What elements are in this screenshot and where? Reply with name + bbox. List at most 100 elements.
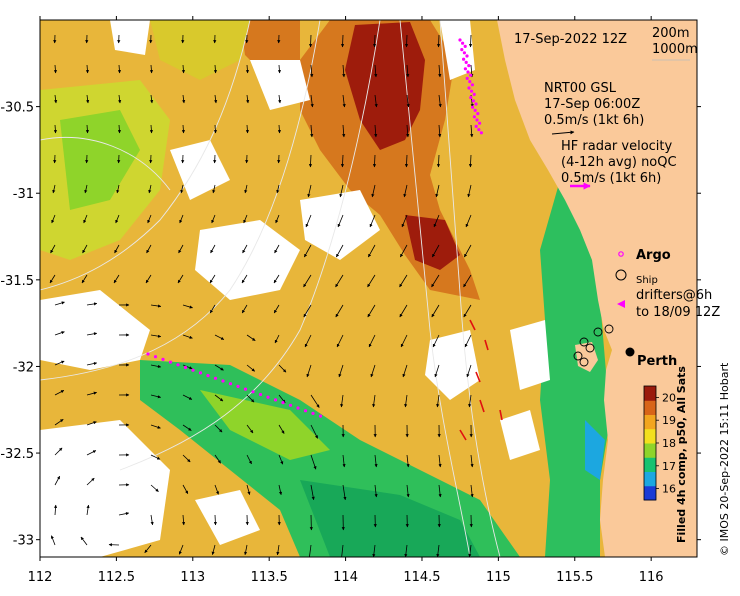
argo-point xyxy=(259,393,262,396)
argo-point xyxy=(161,358,164,361)
y-tick-label: -31 xyxy=(13,187,34,202)
argo-point xyxy=(473,93,476,96)
x-tick-label: 112.5 xyxy=(98,570,135,585)
current-arrow xyxy=(310,35,311,47)
current-arrow xyxy=(406,35,407,47)
place-label-perth: Perth xyxy=(637,354,677,369)
argo-point xyxy=(475,118,478,121)
argo-point xyxy=(477,128,480,131)
argo-point xyxy=(464,45,467,48)
argo-point xyxy=(463,51,466,54)
argo-point xyxy=(462,58,465,61)
credit-text: © IMOS 20-Sep-2022 15:11 Hobart xyxy=(718,362,731,556)
model-label-line2: 17-Sep 06:00Z xyxy=(544,97,640,112)
colorbar-segment xyxy=(644,457,656,472)
argo-point xyxy=(466,77,469,80)
y-tick-label: -32 xyxy=(13,360,34,375)
argo-point xyxy=(474,109,477,112)
radar-label-line1: HF radar velocity xyxy=(561,139,673,154)
model-label-line3: 0.5m/s (1kt 6h) xyxy=(544,113,644,128)
y-tick-label: -33 xyxy=(13,534,34,549)
ship-legend-label: Ship xyxy=(636,275,658,286)
argo-point xyxy=(214,377,217,380)
argo-point xyxy=(199,371,202,374)
argo-point xyxy=(304,409,307,412)
x-tick-label: 115.5 xyxy=(556,570,593,585)
argo-point xyxy=(461,42,464,45)
map-title: 17-Sep-2022 12Z xyxy=(514,32,627,47)
colorbar-tick-label: 17 xyxy=(662,460,676,473)
argo-point xyxy=(480,131,483,134)
colorbar-tick-label: 16 xyxy=(662,483,676,496)
argo-point xyxy=(471,83,474,86)
argo-point xyxy=(244,388,247,391)
colorbar-tick-label: 19 xyxy=(662,414,676,427)
x-tick-label: 115 xyxy=(486,570,511,585)
current-arrow xyxy=(374,35,375,47)
argo-point xyxy=(465,61,468,64)
argo-point xyxy=(464,67,467,70)
current-arrow xyxy=(438,35,439,47)
argo-point xyxy=(471,106,474,109)
argo-point xyxy=(458,38,461,41)
colorbar-segment xyxy=(644,443,656,458)
argo-point xyxy=(466,70,469,73)
argo-point xyxy=(274,398,277,401)
argo-point xyxy=(221,379,224,382)
contour-label-200m: 200m xyxy=(652,26,689,41)
radar-label-line3: 0.5m/s (1kt 6h) xyxy=(561,171,661,186)
argo-point xyxy=(474,102,477,105)
y-tick-label: -30.5 xyxy=(0,101,34,116)
radar-label-line2: (4-12h avg) noQC xyxy=(561,155,677,170)
colorbar-segment xyxy=(644,415,656,430)
argo-point xyxy=(311,412,314,415)
drifters-label-line2: to 18/09 12Z xyxy=(636,305,720,320)
argo-point xyxy=(184,366,187,369)
perth-marker xyxy=(626,348,635,357)
colorbar-segment xyxy=(644,472,656,487)
argo-point xyxy=(154,355,157,358)
colorbar-segment xyxy=(644,400,656,415)
argo-point xyxy=(281,401,284,404)
colorbar-segment xyxy=(644,429,656,444)
argo-point xyxy=(469,96,472,99)
colorbar-tick-label: 20 xyxy=(662,391,676,404)
x-tick-label: 112 xyxy=(28,570,53,585)
argo-point xyxy=(206,374,209,377)
argo-point xyxy=(191,369,194,372)
argo-point xyxy=(266,396,269,399)
colorbar-segment xyxy=(644,386,656,401)
argo-point xyxy=(470,90,473,93)
argo-point xyxy=(468,80,471,83)
current-arrow xyxy=(215,515,216,525)
x-tick-label: 114 xyxy=(333,570,358,585)
colorbar-label: Filled 4h comp, p50, All Sats xyxy=(675,366,688,543)
argo-point xyxy=(319,415,322,418)
argo-point xyxy=(475,125,478,128)
argo-point xyxy=(478,122,481,125)
argo-point xyxy=(469,74,472,77)
argo-point xyxy=(169,361,172,364)
argo-point xyxy=(251,390,254,393)
argo-point xyxy=(146,352,149,355)
model-label-line1: NRT00 GSL xyxy=(544,81,617,96)
argo-point xyxy=(472,99,475,102)
x-tick-label: 113 xyxy=(180,570,205,585)
y-tick-label: -31.5 xyxy=(0,274,34,289)
argo-point xyxy=(467,64,470,67)
drifters-label-line1: drifters@6h xyxy=(636,288,712,303)
colorbar-segment xyxy=(644,486,656,501)
argo-point xyxy=(296,406,299,409)
argo-point xyxy=(473,115,476,118)
argo-point xyxy=(467,86,470,89)
argo-point xyxy=(460,48,463,51)
current-arrow xyxy=(342,35,343,47)
contour-label-1000m: 1000m xyxy=(652,42,698,57)
x-tick-label: 116 xyxy=(639,570,664,585)
current-arrow xyxy=(470,35,471,47)
argo-point xyxy=(289,404,292,407)
x-tick-label: 113.5 xyxy=(251,570,288,585)
x-tick-label: 114.5 xyxy=(403,570,440,585)
